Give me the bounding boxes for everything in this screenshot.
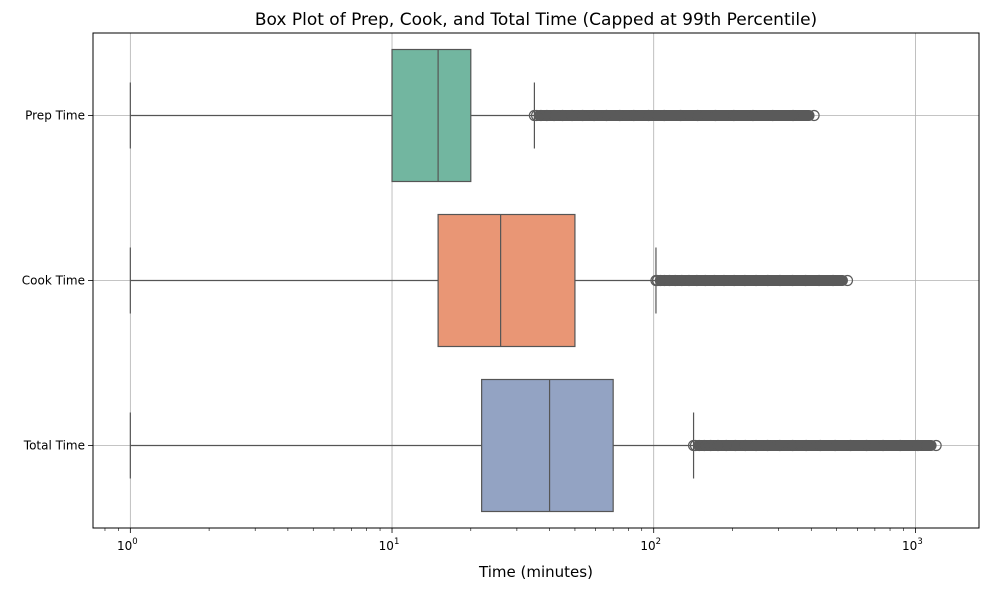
- x-tick-label: 101: [379, 537, 400, 553]
- outlier-point: [691, 274, 703, 287]
- outlier-point: [651, 274, 664, 287]
- outlier-point: [912, 439, 924, 452]
- outlier-point: [669, 274, 681, 287]
- outlier-point: [841, 274, 854, 287]
- outlier-point: [654, 274, 667, 287]
- outlier-point: [643, 109, 655, 122]
- outlier-point: [720, 439, 732, 452]
- outlier-point: [808, 109, 820, 122]
- outlier-point: [774, 274, 786, 287]
- outlier-point: [658, 109, 670, 122]
- outlier-point: [658, 274, 671, 287]
- outlier-point: [728, 274, 740, 287]
- outlier-point: [860, 439, 873, 452]
- outlier-point: [535, 109, 547, 122]
- outlier-point: [894, 439, 906, 452]
- x-tick-label: 100: [117, 537, 138, 553]
- outlier-point: [814, 439, 826, 452]
- outlier-point: [663, 274, 676, 287]
- outlier-point: [588, 109, 600, 122]
- outlier-point: [692, 109, 704, 122]
- outlier-point: [844, 439, 857, 452]
- chart-title: Box Plot of Prep, Cook, and Total Time (…: [255, 10, 817, 30]
- outlier-point: [541, 109, 553, 122]
- outlier-point: [577, 109, 589, 122]
- outlier-point: [712, 439, 724, 452]
- outlier-point: [829, 439, 841, 452]
- outlier-point: [747, 109, 759, 122]
- outlier-point: [767, 109, 779, 122]
- outlier-point: [628, 109, 640, 122]
- outlier-point: [799, 274, 812, 287]
- outlier-point: [762, 274, 774, 287]
- outlier-point: [750, 274, 762, 287]
- outlier-point: [930, 439, 942, 452]
- y-tick-label: Total Time: [23, 439, 85, 453]
- y-tick-label: Cook Time: [22, 274, 85, 288]
- outlier-point: [786, 274, 799, 287]
- outlier-point: [689, 439, 702, 452]
- outlier-point: [614, 109, 626, 122]
- outlier-point: [827, 274, 839, 287]
- iqr-box: [481, 378, 614, 513]
- outlier-point: [548, 109, 560, 122]
- iqr-box: [391, 48, 472, 183]
- outlier-point: [600, 109, 613, 122]
- y-tick-label: Prep Time: [25, 109, 85, 123]
- outlier-point: [813, 274, 825, 287]
- outlier-point: [705, 439, 717, 452]
- outlier-point: [739, 439, 751, 452]
- x-tick-label: 102: [640, 537, 661, 553]
- x-axis-label: Time (minutes): [478, 563, 593, 581]
- iqr-box: [437, 213, 576, 348]
- outlier-point: [676, 274, 688, 287]
- outlier-point: [750, 439, 762, 452]
- x-tick-label: 103: [902, 537, 923, 553]
- outlier-point: [693, 439, 705, 452]
- outlier-point: [683, 274, 695, 287]
- outlier-point: [800, 439, 812, 452]
- outlier-point: [699, 274, 711, 287]
- outlier-point: [698, 439, 710, 452]
- outlier-point: [761, 439, 774, 452]
- outlier-point: [774, 439, 786, 452]
- outlier-point: [877, 439, 889, 452]
- outlier-point: [787, 109, 799, 122]
- axis-layer: 100 101 102 103 Prep Time Cook Time Total Time: [22, 109, 923, 554]
- outlier-band: [533, 110, 815, 121]
- outlier-point: [674, 109, 687, 122]
- marks-layer: [129, 48, 942, 513]
- outlier-point: [787, 439, 799, 452]
- outlier-point: [728, 109, 740, 122]
- outlier-point: [739, 274, 751, 287]
- outlier-point: [709, 109, 722, 122]
